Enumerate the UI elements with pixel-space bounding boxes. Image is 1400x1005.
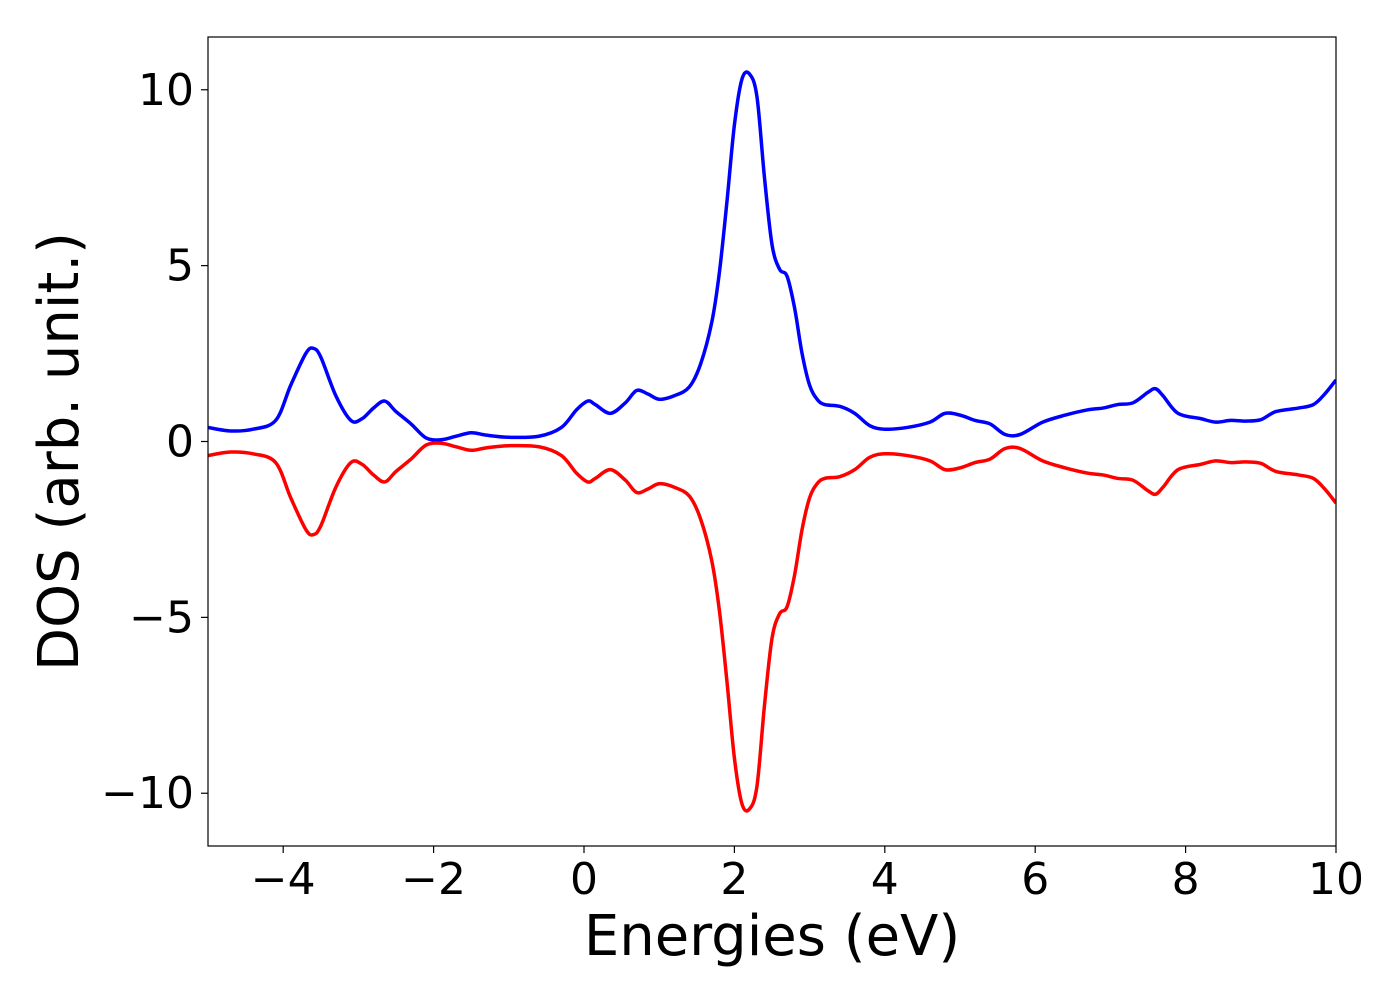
x-tick-label: 6 bbox=[1021, 854, 1049, 905]
x-tick-label: −4 bbox=[251, 854, 316, 905]
series-layer bbox=[208, 70, 1336, 813]
x-tick-label: −2 bbox=[401, 854, 466, 905]
x-tick-label: 8 bbox=[1172, 854, 1200, 905]
series-line-0 bbox=[208, 70, 1336, 442]
y-axis-label: DOS (arb. unit.) bbox=[27, 232, 92, 671]
y-tick-label: 0 bbox=[166, 417, 194, 468]
x-tick-label: 2 bbox=[720, 854, 748, 905]
y-tick-label: 10 bbox=[138, 65, 194, 116]
x-tick-label: 0 bbox=[570, 854, 598, 905]
y-tick-label: −5 bbox=[129, 592, 194, 643]
y-tick-label: 5 bbox=[166, 241, 194, 292]
x-axis-label: Energies (eV) bbox=[584, 904, 960, 969]
x-tick-label: 10 bbox=[1308, 854, 1364, 905]
plot-frame bbox=[207, 36, 1337, 847]
series-line-1 bbox=[208, 441, 1336, 813]
y-tick-label: −10 bbox=[101, 768, 194, 819]
x-tick-label: 4 bbox=[871, 854, 899, 905]
ticks-layer: −4 −2 0 2 4 6 8 10 −10 −5 0 5 10 bbox=[101, 65, 1364, 905]
